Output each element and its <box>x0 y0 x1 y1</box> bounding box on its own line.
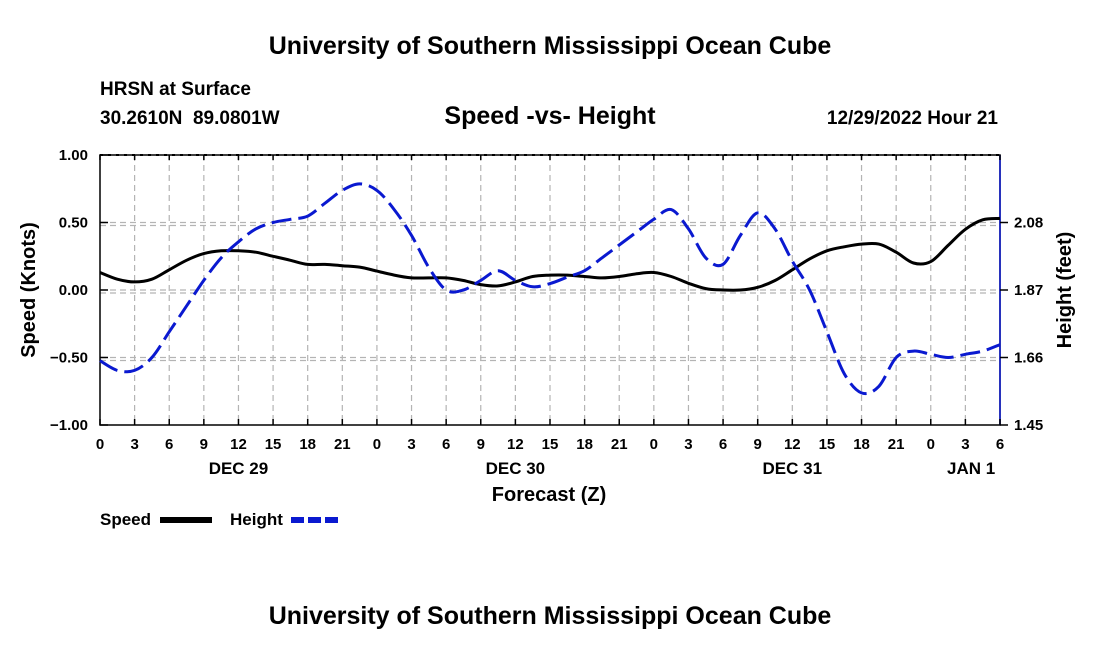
y-right-axis-label: Height (feet) <box>1054 232 1076 349</box>
x-tick-label: 6 <box>165 436 173 453</box>
x-tick-label: 18 <box>576 436 593 453</box>
x-tick-label: 12 <box>230 436 247 453</box>
x-tick-label: 0 <box>927 436 935 453</box>
x-tick-label: 3 <box>130 436 138 453</box>
x-tick-label: 18 <box>853 436 870 453</box>
x-tick-label: 9 <box>200 436 208 453</box>
chart-header-title: University of Southern Mississippi Ocean… <box>269 32 832 60</box>
x-tick-label: 9 <box>477 436 485 453</box>
legend-speed-label: Speed <box>100 510 151 529</box>
x-day-label: DEC 29 <box>209 459 269 478</box>
x-tick-label: 9 <box>754 436 762 453</box>
x-tick-label: 12 <box>784 436 801 453</box>
x-tick-label: 3 <box>407 436 415 453</box>
x-tick-label: 15 <box>819 436 836 453</box>
y-left-tick-label: 1.00 <box>59 147 88 164</box>
x-tick-label: 0 <box>373 436 381 453</box>
y-left-tick-label: 0.50 <box>59 215 88 232</box>
x-tick-label: 21 <box>888 436 905 453</box>
x-day-label: DEC 31 <box>763 459 823 478</box>
grid-lines <box>100 155 1000 425</box>
series-lines <box>99 182 1001 396</box>
x-tick-label: 21 <box>611 436 628 453</box>
y-left-axis-label: Speed (Knots) <box>18 222 40 358</box>
y-right-tick-label: 1.66 <box>1014 350 1043 367</box>
x-tick-label: 0 <box>650 436 658 453</box>
y-left-tick-label: −1.00 <box>50 417 88 434</box>
x-tick-label: 0 <box>96 436 104 453</box>
axis-ticks: 0 3 6 9 12 15 18 21 0 3 6 9 12 15 18 21 0 3 6 9 12 15 18 21 0 3 6 D… <box>50 147 1043 478</box>
x-tick-label: 21 <box>334 436 351 453</box>
legend-height-label: Height <box>230 510 283 529</box>
series-line-speed <box>99 216 1001 292</box>
forecast-datetime: 12/29/2022 Hour 21 <box>827 108 999 129</box>
x-tick-label: 6 <box>719 436 727 453</box>
x-tick-label: 15 <box>542 436 559 453</box>
y-right-tick-label: 1.45 <box>1014 417 1043 434</box>
y-right-tick-label: 2.08 <box>1014 215 1043 232</box>
x-day-label: JAN 1 <box>947 459 995 478</box>
x-tick-label: 18 <box>299 436 316 453</box>
station-coords: 30.2610N 89.0801W <box>100 108 280 129</box>
x-axis-label: Forecast (Z) <box>492 484 606 506</box>
x-tick-label: 12 <box>507 436 524 453</box>
chart-footer-title: University of Southern Mississippi Ocean… <box>269 602 832 630</box>
chart-subtitle: Speed -vs- Height <box>444 102 656 130</box>
x-tick-label: 3 <box>684 436 692 453</box>
y-left-tick-label: 0.00 <box>59 282 88 299</box>
y-right-tick-label: 1.87 <box>1014 282 1043 299</box>
legend: Speed Height <box>100 510 342 529</box>
y-left-tick-label: −0.50 <box>50 350 88 367</box>
x-day-label: DEC 30 <box>486 459 546 478</box>
series-line-height <box>99 182 1001 396</box>
x-tick-label: 3 <box>961 436 969 453</box>
x-tick-label: 6 <box>442 436 450 453</box>
station-label: HRSN at Surface <box>100 79 251 100</box>
x-tick-label: 15 <box>265 436 282 453</box>
x-tick-label: 6 <box>996 436 1004 453</box>
